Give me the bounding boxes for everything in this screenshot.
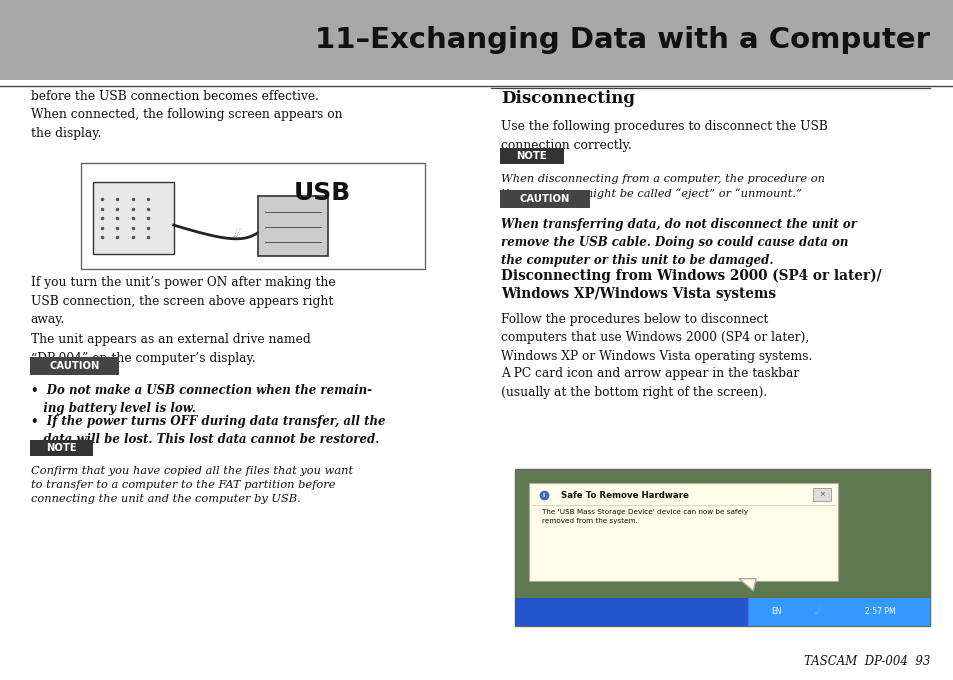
Text: EN: EN [771,607,781,617]
Text: Disconnecting: Disconnecting [500,90,634,107]
FancyBboxPatch shape [81,163,424,269]
FancyBboxPatch shape [0,0,953,80]
Text: i: i [542,492,544,498]
Text: NOTE: NOTE [516,151,547,160]
Text: Disconnecting from Windows 2000 (SP4 or later)/
Windows XP/Windows Vista systems: Disconnecting from Windows 2000 (SP4 or … [500,269,881,301]
Text: USB: USB [294,181,351,205]
FancyBboxPatch shape [515,469,929,626]
Text: The 'USB Mass Storage Device' device can now be safely
removed from the system.: The 'USB Mass Storage Device' device can… [541,509,747,524]
Text: ☄: ☄ [230,231,241,243]
FancyBboxPatch shape [499,190,589,208]
FancyBboxPatch shape [529,483,838,581]
Text: before the USB connection becomes effective.
When connected, the following scree: before the USB connection becomes effect… [30,90,342,140]
Text: CAUTION: CAUTION [519,194,569,204]
FancyBboxPatch shape [499,148,563,164]
Text: 11–Exchanging Data with a Computer: 11–Exchanging Data with a Computer [314,26,929,54]
Text: When transferring data, do not disconnect the unit or
remove the USB cable. Doin: When transferring data, do not disconnec… [500,218,856,267]
Text: ☄: ☄ [814,607,821,617]
Text: 2:57 PM: 2:57 PM [864,607,895,617]
Text: TASCAM  DP-004  93: TASCAM DP-004 93 [803,655,929,668]
Text: CAUTION: CAUTION [50,361,99,371]
Text: Use the following procedures to disconnect the USB
connection correctly.: Use the following procedures to disconne… [500,120,827,152]
FancyBboxPatch shape [515,598,929,626]
Text: The unit appears as an external drive named
“DP-004” on the computer’s display.: The unit appears as an external drive na… [30,333,310,364]
Text: Confirm that you have copied all the files that you want
to transfer to a comput: Confirm that you have copied all the fil… [30,466,353,504]
Text: A PC card icon and arrow appear in the taskbar
(usually at the bottom right of t: A PC card icon and arrow appear in the t… [500,367,799,398]
Text: Safe To Remove Hardware: Safe To Remove Hardware [560,490,688,500]
FancyBboxPatch shape [30,357,119,375]
FancyBboxPatch shape [92,182,173,254]
FancyBboxPatch shape [30,440,93,456]
FancyBboxPatch shape [813,488,830,501]
Text: ×: × [818,492,824,497]
Text: •  Do not make a USB connection when the remain-
   ing battery level is low.: • Do not make a USB connection when the … [30,384,371,415]
Text: NOTE: NOTE [46,443,77,453]
FancyBboxPatch shape [257,196,328,256]
FancyBboxPatch shape [747,598,929,626]
Text: •  If the power turns OFF during data transfer, all the
   data will be lost. Th: • If the power turns OFF during data tra… [30,415,385,446]
Text: Follow the procedures below to disconnect
computers that use Windows 2000 (SP4 o: Follow the procedures below to disconnec… [500,313,811,363]
Polygon shape [739,579,756,591]
Text: If you turn the unit’s power ON after making the
USB connection, the screen abov: If you turn the unit’s power ON after ma… [30,276,335,326]
Text: When disconnecting from a computer, the procedure on
the computer might be calle: When disconnecting from a computer, the … [500,174,824,199]
